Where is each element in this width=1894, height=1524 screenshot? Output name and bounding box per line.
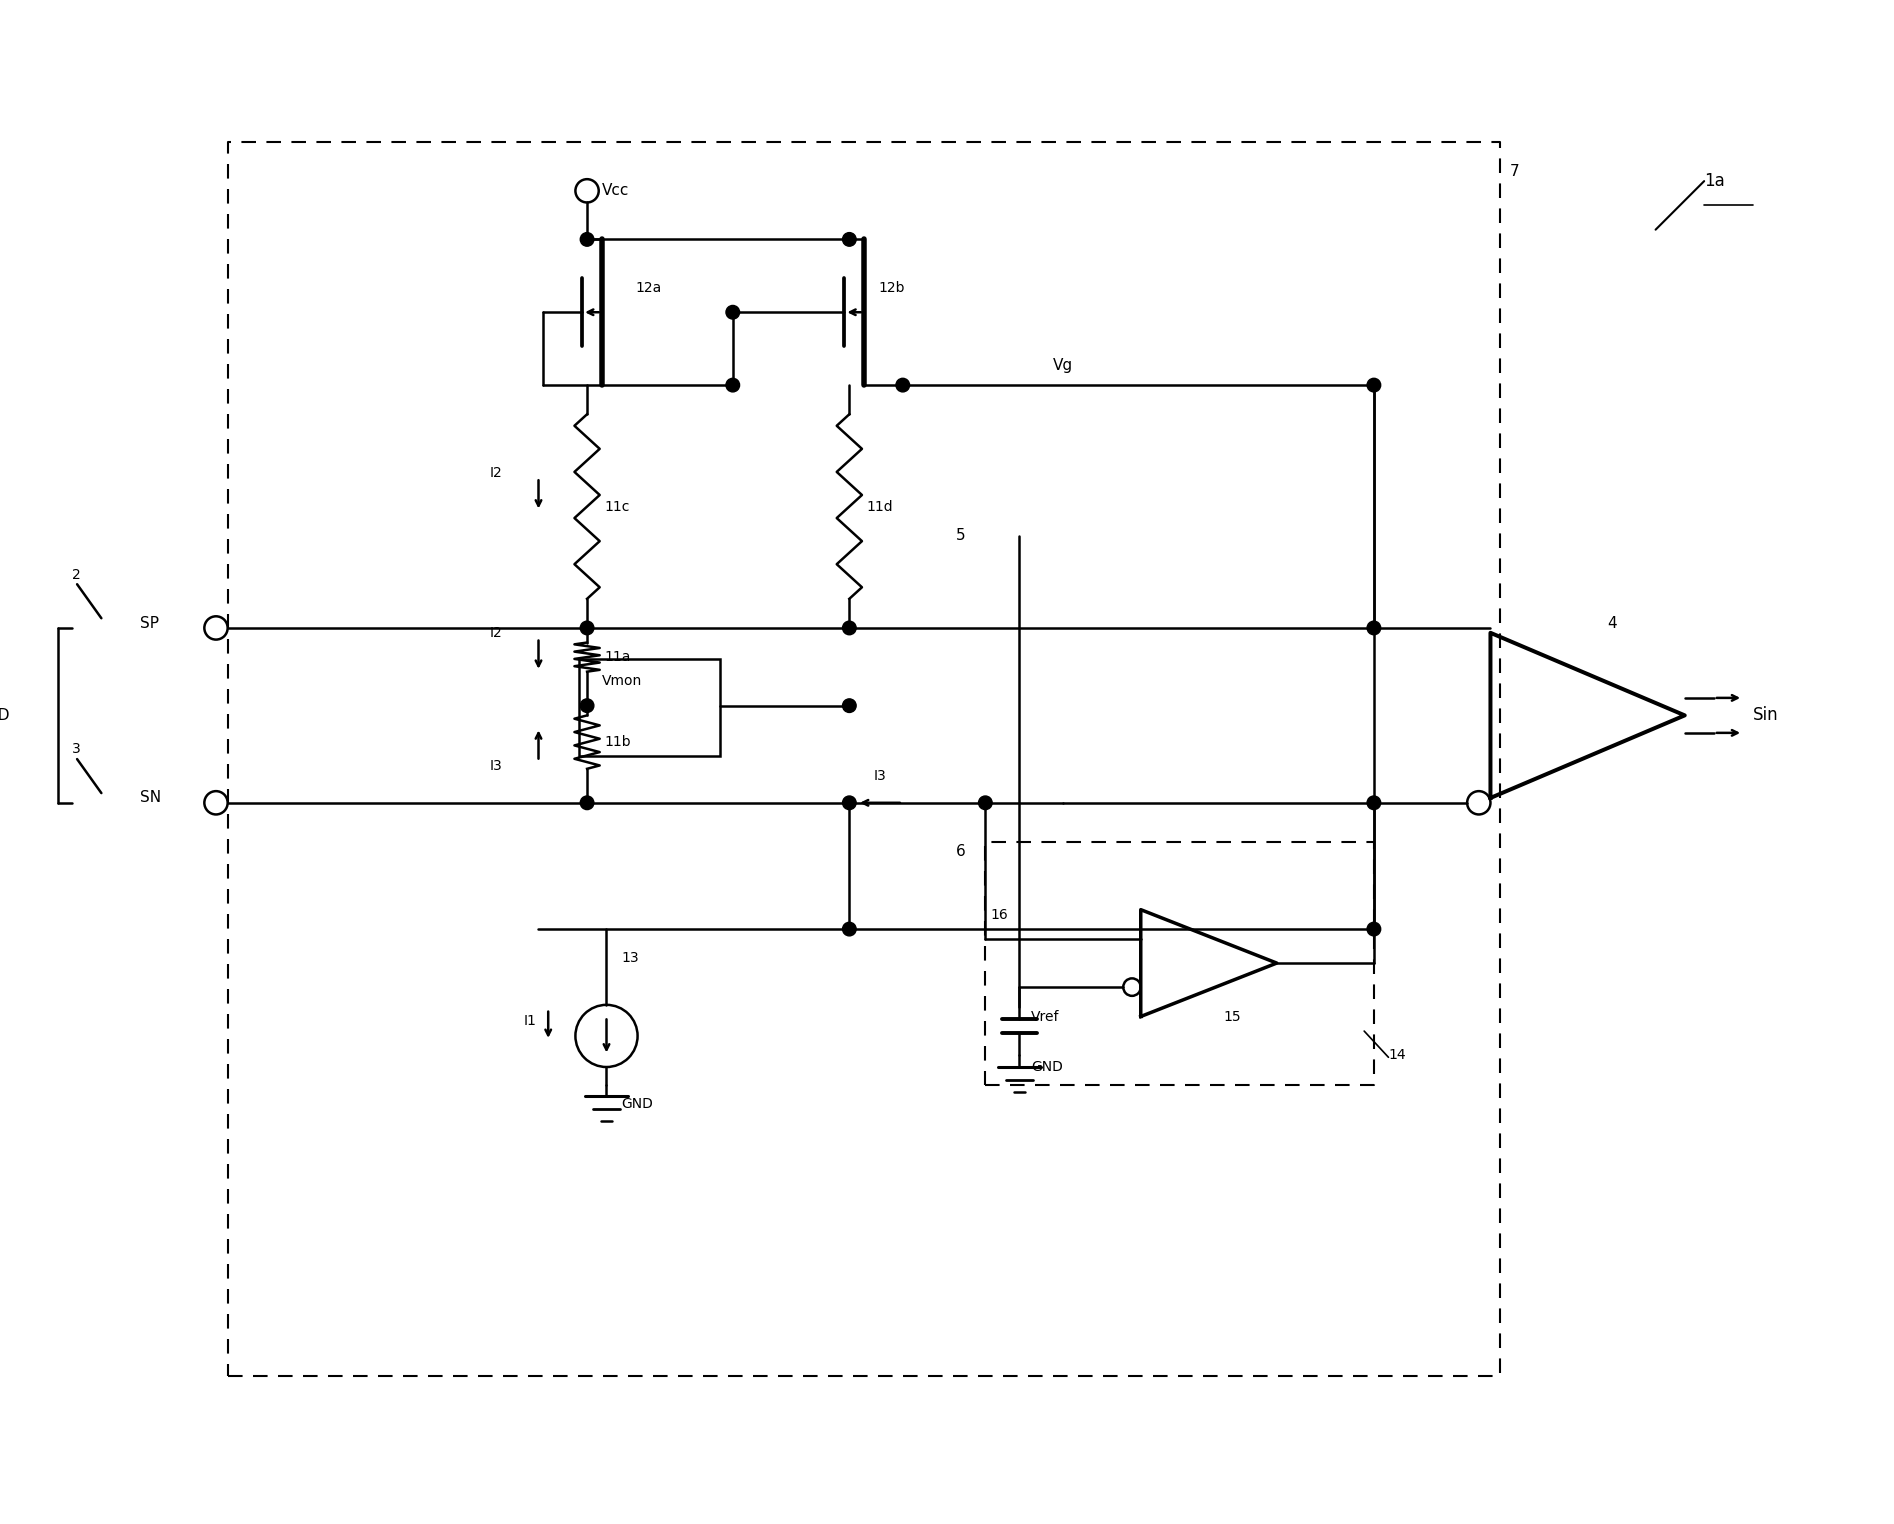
Text: 12b: 12b (879, 280, 905, 296)
Text: 13: 13 (621, 951, 638, 965)
Circle shape (1367, 796, 1381, 809)
Text: SP: SP (140, 616, 159, 631)
Text: SN: SN (140, 791, 161, 806)
Text: Vmon: Vmon (602, 675, 642, 689)
Circle shape (843, 233, 856, 247)
Circle shape (843, 622, 856, 636)
Text: I3: I3 (491, 759, 502, 773)
Text: 11b: 11b (604, 735, 631, 750)
Text: I3: I3 (873, 768, 886, 783)
Text: Vg: Vg (1053, 358, 1074, 373)
Text: Sin: Sin (1752, 706, 1778, 724)
Text: GND: GND (621, 1097, 653, 1111)
Bar (580, 658, 720, 756)
Circle shape (843, 796, 856, 809)
Circle shape (843, 700, 856, 712)
Text: 3: 3 (72, 742, 81, 756)
Circle shape (1367, 922, 1381, 936)
Circle shape (725, 378, 739, 392)
Text: GND: GND (1030, 1061, 1063, 1074)
Text: 1a: 1a (1705, 172, 1725, 190)
Text: Vref: Vref (1030, 1009, 1059, 1024)
Circle shape (843, 922, 856, 936)
Text: 16: 16 (991, 908, 1008, 922)
Text: I2: I2 (491, 626, 502, 640)
Text: 7: 7 (1510, 165, 1519, 178)
Text: I2: I2 (491, 465, 502, 480)
Text: 4: 4 (1606, 616, 1617, 631)
Circle shape (896, 378, 909, 392)
Text: Vcc: Vcc (602, 183, 629, 198)
Circle shape (979, 796, 992, 809)
Circle shape (1367, 378, 1381, 392)
Text: 2: 2 (72, 567, 81, 582)
Circle shape (580, 796, 595, 809)
Text: 14: 14 (1388, 1049, 1405, 1062)
Text: 12a: 12a (636, 280, 661, 296)
Text: SD: SD (0, 707, 9, 722)
Circle shape (580, 622, 595, 636)
Text: 11c: 11c (604, 500, 631, 514)
Circle shape (1367, 622, 1381, 636)
Circle shape (580, 233, 595, 247)
Text: 6: 6 (956, 844, 966, 860)
Text: 11a: 11a (604, 651, 631, 664)
Circle shape (580, 700, 595, 712)
Text: 5: 5 (956, 529, 966, 543)
Text: 15: 15 (1224, 1009, 1241, 1024)
Text: I1: I1 (525, 1015, 536, 1029)
Text: 11d: 11d (867, 500, 894, 514)
Circle shape (725, 305, 739, 319)
